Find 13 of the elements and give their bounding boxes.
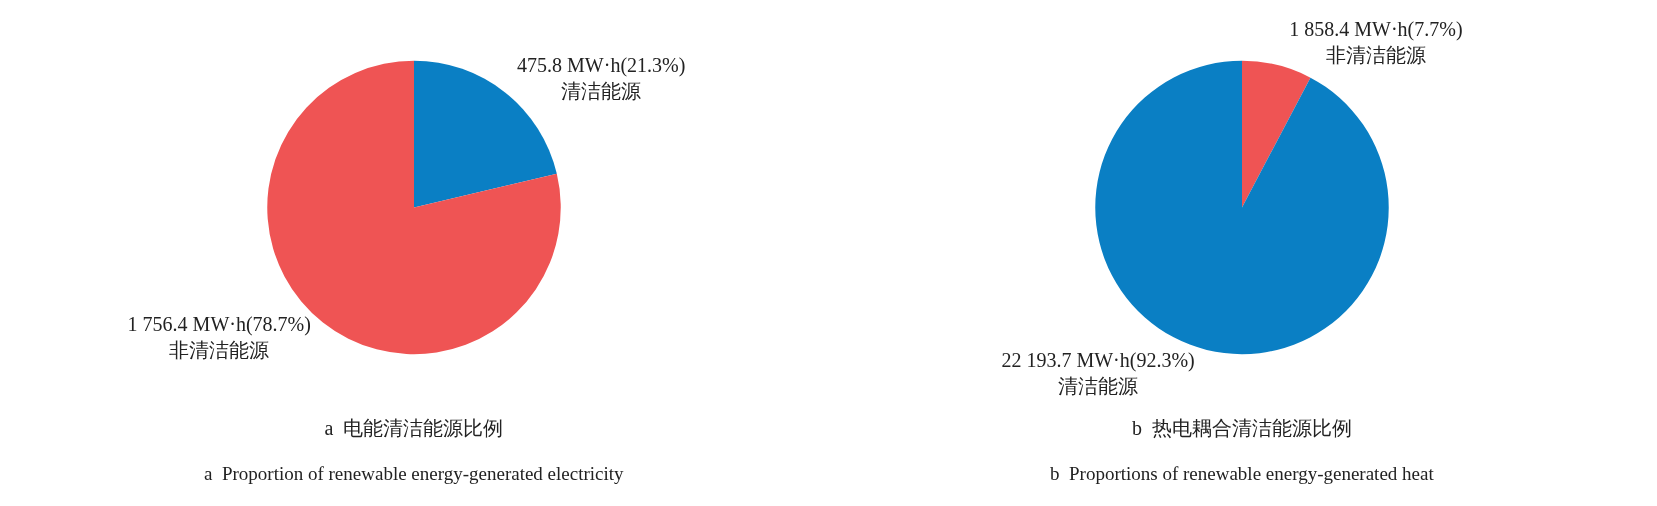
slice-label: 非清洁能源 — [169, 339, 270, 362]
data-label: 1 858.4 MW·h(7.7%) — [1289, 18, 1463, 42]
data-label: 22 193.7 MW·h(92.3%) — [1001, 348, 1195, 372]
slice-label: 非清洁能源 — [1325, 44, 1426, 67]
text: a 电能清洁能源比例 — [324, 417, 504, 440]
slice-label: 清洁能源 — [561, 79, 642, 102]
text: b 热电耦合清洁能源比例 — [1132, 417, 1352, 440]
pie-slice — [1242, 60, 1311, 208]
text: a Proportion of renewable energy-generated electricity — [204, 463, 625, 484]
data-label: 1 756.4 MW·h(78.7%) — [127, 313, 311, 337]
slice-label: 清洁能源 — [1058, 374, 1139, 397]
data-label: 475.8 MW·h(21.3%) — [517, 53, 686, 77]
text: b Proportions of renewable energy-generated heat — [1050, 463, 1435, 484]
